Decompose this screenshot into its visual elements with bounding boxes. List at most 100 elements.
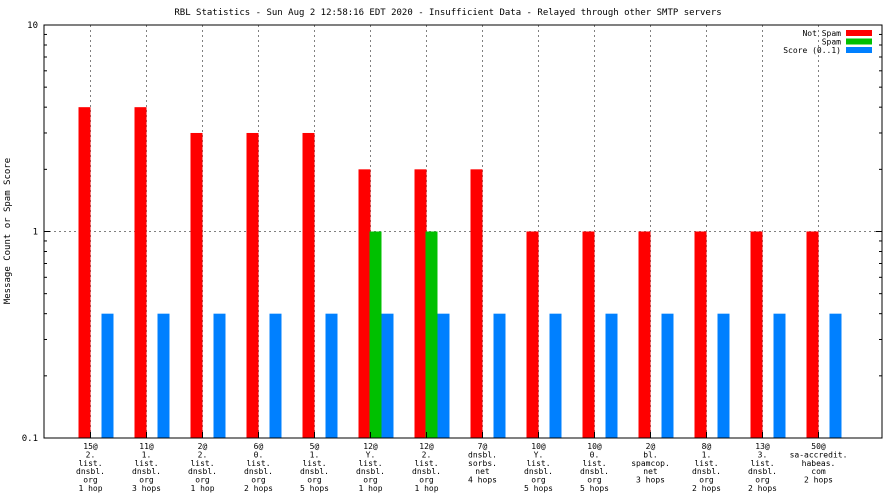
x-tick-label: 5 hops [580, 484, 609, 493]
x-tick-label: 12@ [419, 442, 434, 451]
x-tick-label: 3. [758, 450, 768, 459]
x-tick-label: 2@ [646, 442, 656, 451]
x-tick-label: dnsbl. [76, 467, 105, 476]
x-tick-label: 2@ [198, 442, 208, 451]
x-tick-label: dnsbl. [244, 467, 273, 476]
x-tick-label: org [587, 476, 602, 485]
bar-not-spam [190, 132, 203, 438]
x-tick-label: spamcop. [631, 459, 670, 468]
x-tick-label: dnsbl. [524, 467, 553, 476]
x-tick-label: habeas. [802, 459, 836, 468]
legend-label: Not Spam [802, 29, 841, 38]
x-tick-label: org [195, 476, 210, 485]
x-tick-label: dnsbl. [412, 467, 441, 476]
x-tick-label: 1 hop [78, 484, 102, 493]
x-tick-label: list. [134, 459, 158, 468]
x-tick-label: 8@ [702, 442, 712, 451]
x-tick-label: 2 hops [692, 484, 721, 493]
legend-swatch [846, 47, 872, 53]
x-tick-label: dnsbl. [468, 450, 497, 459]
x-tick-label: org [419, 476, 434, 485]
x-tick-label: list. [246, 459, 270, 468]
x-tick-label: bl. [643, 450, 657, 459]
x-tick-label: org [363, 476, 378, 485]
bar-not-spam [358, 169, 371, 438]
x-tick-label: 5@ [310, 442, 320, 451]
bar-spam [425, 231, 438, 438]
bar-not-spam [582, 231, 595, 438]
x-tick-label: 0. [590, 450, 600, 459]
bar-score-0-1 [269, 313, 282, 438]
bar-not-spam [414, 169, 427, 438]
bar-score-0-1 [605, 313, 618, 438]
x-tick-label: sorbs. [468, 459, 497, 468]
x-tick-label: list. [694, 459, 718, 468]
x-tick-label: dnsbl. [692, 467, 721, 476]
x-tick-label: 15@ [83, 442, 98, 451]
x-tick-label: 10@ [587, 442, 602, 451]
bar-not-spam [134, 107, 147, 438]
x-tick-label: list. [750, 459, 774, 468]
bar-score-0-1 [717, 313, 730, 438]
x-tick-label: dnsbl. [580, 467, 609, 476]
x-tick-label: list. [526, 459, 550, 468]
x-tick-label: org [531, 476, 546, 485]
x-tick-label: 1. [310, 450, 320, 459]
chart-title: RBL Statistics - Sun Aug 2 12:58:16 EDT … [174, 8, 721, 18]
x-tick-label: 0. [254, 450, 264, 459]
bar-not-spam [526, 231, 539, 438]
bar-not-spam [246, 132, 259, 438]
bar-not-spam [78, 107, 91, 438]
x-tick-label: 2. [198, 450, 208, 459]
x-tick-label: 2. [422, 450, 432, 459]
x-tick-label: sa-accredit. [790, 450, 848, 459]
x-tick-label: org [83, 476, 98, 485]
bar-not-spam [638, 231, 651, 438]
x-tick-label: org [251, 476, 266, 485]
x-tick-label: 4 hops [468, 476, 497, 485]
x-tick-label: dnsbl. [748, 467, 777, 476]
bar-not-spam [302, 132, 315, 438]
x-tick-label: 7@ [478, 442, 488, 451]
y-tick-label: 10 [27, 21, 38, 31]
x-tick-label: 5 hops [524, 484, 553, 493]
x-tick-label: list. [582, 459, 606, 468]
y-tick-label: 0.1 [22, 434, 38, 444]
x-tick-label: 2 hops [748, 484, 777, 493]
x-tick-label: 1. [142, 450, 152, 459]
x-tick-label: Y. [534, 450, 544, 459]
x-tick-label: 2 hops [804, 476, 833, 485]
legend-swatch [846, 30, 872, 36]
x-tick-label: org [139, 476, 154, 485]
x-tick-label: 5 hops [300, 484, 329, 493]
bar-score-0-1 [157, 313, 170, 438]
x-tick-label: org [755, 476, 770, 485]
y-axis-ticks: 0.1 1 10 [22, 21, 882, 444]
bar-score-0-1 [549, 313, 562, 438]
x-tick-label: net [475, 467, 490, 476]
bars [78, 107, 842, 438]
x-tick-label: Y. [366, 450, 376, 459]
y-axis-label: Message Count or Spam Score [3, 158, 13, 304]
legend-label: Score (0..1) [783, 46, 841, 55]
x-tick-label: dnsbl. [188, 467, 217, 476]
bar-score-0-1 [437, 313, 450, 438]
x-tick-label: 6@ [254, 442, 264, 451]
bar-not-spam [694, 231, 707, 438]
x-tick-label: 2. [86, 450, 96, 459]
x-tick-label: list. [414, 459, 438, 468]
bar-score-0-1 [213, 313, 226, 438]
legend-swatch [846, 38, 872, 45]
x-tick-label: 3 hops [132, 484, 161, 493]
x-tick-label: dnsbl. [300, 467, 329, 476]
bar-not-spam [470, 169, 483, 438]
x-tick-label: 13@ [755, 442, 770, 451]
x-tick-label: 1 hop [190, 484, 214, 493]
x-tick-label: 1 hop [414, 484, 438, 493]
x-tick-label: dnsbl. [132, 467, 161, 476]
bar-not-spam [806, 231, 819, 438]
x-tick-label: org [699, 476, 714, 485]
bar-spam [369, 231, 382, 438]
